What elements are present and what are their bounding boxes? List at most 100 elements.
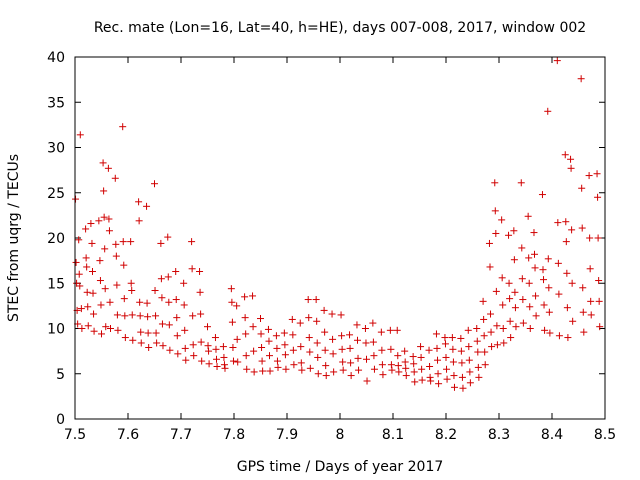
data-point: [77, 305, 85, 313]
x-tick-label: 8.5: [594, 427, 616, 443]
data-point: [510, 227, 518, 235]
data-point: [544, 107, 552, 115]
data-point: [212, 345, 220, 353]
data-point: [152, 329, 160, 337]
data-point: [121, 312, 129, 320]
data-point: [562, 218, 570, 226]
data-point: [411, 378, 419, 386]
data-point: [569, 317, 577, 325]
data-point: [305, 314, 313, 322]
data-point: [525, 279, 533, 287]
data-point: [322, 362, 330, 370]
data-point: [363, 377, 371, 385]
data-point: [545, 308, 553, 316]
data-point: [553, 57, 561, 65]
data-point: [100, 213, 108, 221]
y-tick-label: 10: [47, 322, 65, 338]
data-point: [188, 265, 196, 273]
data-point: [189, 312, 197, 320]
data-point: [273, 344, 281, 352]
data-point: [474, 348, 482, 356]
data-point: [531, 264, 539, 272]
data-point: [250, 347, 258, 355]
data-point: [337, 311, 345, 319]
data-point: [83, 263, 91, 271]
data-point: [95, 217, 103, 225]
data-point: [127, 238, 135, 246]
data-point: [249, 292, 257, 300]
axis-ticks: 7.5 7.6 7.7 7.8 7.9 8 8.1 8.2 8.3 8.4 8.5 0 5 10 15 20 2…: [47, 50, 616, 443]
data-point: [100, 187, 108, 195]
data-point: [329, 335, 337, 343]
data-point: [213, 355, 221, 363]
data-point: [233, 302, 241, 310]
data-point: [328, 310, 336, 318]
data-point: [526, 325, 534, 332]
data-point: [290, 361, 298, 369]
data-point: [457, 334, 465, 342]
data-point: [101, 245, 109, 253]
data-point: [127, 279, 135, 287]
data-point: [563, 304, 571, 312]
data-point: [250, 368, 258, 376]
data-point: [111, 174, 119, 182]
data-point: [314, 370, 322, 378]
data-point: [119, 123, 127, 131]
data-point: [498, 216, 506, 224]
data-point: [506, 295, 514, 303]
data-point: [465, 356, 473, 364]
data-point: [388, 366, 396, 374]
data-point: [510, 256, 518, 264]
data-point: [532, 312, 540, 320]
data-point: [320, 306, 328, 314]
data-point: [242, 352, 250, 360]
data-point: [519, 296, 527, 304]
data-point: [487, 328, 495, 336]
data-point: [113, 311, 121, 319]
data-point: [370, 352, 378, 360]
x-tick-label: 8.2: [435, 427, 457, 443]
data-point: [433, 344, 441, 352]
data-point: [517, 179, 525, 187]
data-point: [190, 352, 198, 360]
data-point: [531, 250, 539, 258]
data-point: [105, 227, 113, 235]
data-point: [76, 282, 84, 290]
data-point: [304, 296, 312, 304]
data-point: [143, 202, 151, 210]
data-point: [297, 359, 305, 367]
data-point: [339, 366, 347, 374]
data-point: [361, 325, 369, 332]
data-point: [402, 372, 410, 380]
data-point: [459, 384, 467, 392]
data-point: [524, 212, 532, 220]
data-point: [500, 339, 508, 347]
data-point: [386, 326, 394, 334]
data-point: [387, 361, 395, 369]
data-point: [525, 254, 533, 262]
data-point: [540, 276, 548, 284]
data-point: [354, 354, 362, 362]
data-point: [264, 325, 272, 333]
data-point: [314, 353, 322, 361]
data-point: [568, 226, 576, 234]
data-point: [512, 323, 520, 331]
data-point: [257, 315, 264, 323]
y-tick-label: 5: [56, 367, 65, 383]
data-point: [595, 277, 603, 285]
data-point: [120, 295, 128, 303]
data-point: [173, 332, 181, 340]
data-point: [578, 224, 586, 232]
data-point: [145, 344, 153, 352]
data-point: [104, 164, 112, 172]
data-point: [450, 372, 458, 380]
data-point: [346, 344, 354, 352]
data-point: [180, 301, 188, 309]
data-point: [165, 321, 173, 329]
data-point: [369, 338, 377, 346]
data-point: [188, 238, 196, 246]
data-point: [441, 340, 449, 348]
data-point: [540, 301, 548, 309]
data-point: [562, 238, 570, 246]
